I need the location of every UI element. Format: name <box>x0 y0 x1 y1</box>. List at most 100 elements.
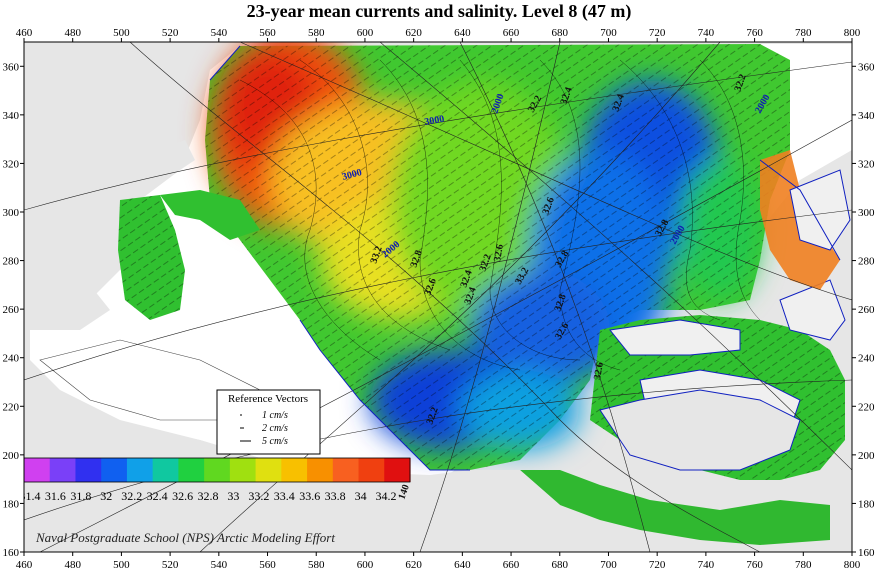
chart-title: 23-year mean currents and salinity. Leve… <box>246 1 632 21</box>
x-tick-label-bottom: 740 <box>698 559 715 571</box>
colorbar-swatch <box>255 458 282 482</box>
x-tick-label-top: 560 <box>259 27 276 39</box>
depth-label: 3000 <box>424 114 446 128</box>
x-tick-label-bottom: 580 <box>308 559 325 571</box>
x-tick-label-bottom: 600 <box>357 559 374 571</box>
x-tick-label-bottom: 480 <box>64 559 81 571</box>
colorbar-swatch <box>358 458 385 482</box>
plot-frame <box>23 41 853 553</box>
ref-vector-label-5: 5 cm/s <box>262 436 288 447</box>
x-tick-label-bottom: 620 <box>405 559 422 571</box>
legend-title: Reference Vectors <box>228 393 308 405</box>
y-tick-label-left: 240 <box>3 353 20 365</box>
colorbar-swatch <box>307 458 334 482</box>
colorbar <box>24 457 411 483</box>
y-tick-label-right: 360 <box>858 61 875 73</box>
x-tick-label-top: 580 <box>308 27 325 39</box>
x-tick-label-top: 480 <box>64 27 81 39</box>
y-tick-label-left: 320 <box>3 158 20 170</box>
colorbar-tick-label: 33.6 <box>299 489 320 503</box>
y-tick-label-right: 240 <box>858 353 875 365</box>
y-tick-label-left: 260 <box>3 304 20 316</box>
y-tick-label-left: 340 <box>3 110 20 122</box>
x-tick-label-top: 700 <box>600 27 617 39</box>
y-tick-label-right: 180 <box>858 498 875 510</box>
x-tick-label-bottom: 780 <box>795 559 812 571</box>
y-tick-label-left: 200 <box>3 450 20 462</box>
ref-vector-label-1: 1 cm/s <box>262 410 288 421</box>
contour-label: 32.6 <box>592 361 606 380</box>
colorbar-tick-label: 34.2 <box>376 489 397 503</box>
colorbar-swatch <box>101 458 128 482</box>
x-tick-label-top: 760 <box>746 27 763 39</box>
colorbar-tick-label: 32 <box>100 489 112 503</box>
x-tick-label-bottom: 560 <box>259 559 276 571</box>
y-tick-label-left: 360 <box>3 61 20 73</box>
x-tick-label-bottom: 700 <box>600 559 617 571</box>
colorbar-swatch <box>49 458 77 482</box>
colorbar-swatch <box>24 458 51 482</box>
contour-lines <box>239 59 761 371</box>
reference-vectors-legend: Reference Vectors 1 cm/s 2 cm/s 5 cm/s <box>216 389 321 455</box>
colorbar-tick-label: 32.8 <box>198 489 219 503</box>
colorbar-swatch <box>75 458 102 482</box>
y-ticks-right: 160 180 200 220 240 260 280 300 320 340 360 <box>852 61 875 559</box>
x-tick-label-top: 540 <box>211 27 228 39</box>
colorbar-frame <box>24 457 411 483</box>
y-tick-label-right: 160 <box>858 547 875 559</box>
graticule <box>24 42 852 552</box>
x-ticks-top: 460 480 500 520 540 560 580 600 620 640 660 680 700 7… <box>16 27 861 42</box>
x-tick-label-bottom: 520 <box>162 559 179 571</box>
y-ticks-left: 160 180 200 220 240 260 280 300 320 340 360 <box>3 61 24 559</box>
x-tick-label-top: 460 <box>16 27 33 39</box>
ref-vector-label-2: 2 cm/s <box>262 423 288 434</box>
x-ticks-bottom: 460 480 500 520 540 560 580 600 620 640 660 680 700 7… <box>16 552 861 571</box>
y-tick-label-right: 300 <box>858 207 875 219</box>
x-tick-label-top: 780 <box>795 27 812 39</box>
x-tick-label-top: 740 <box>698 27 715 39</box>
x-tick-label-top: 640 <box>454 27 471 39</box>
x-tick-label-top: 800 <box>844 27 861 39</box>
colorbar-tick-label: 33.2 <box>248 489 269 503</box>
depth-label: 140 <box>396 483 411 501</box>
land-masses <box>24 52 852 552</box>
y-tick-label-right: 200 <box>858 450 875 462</box>
barents-field <box>118 190 260 320</box>
colorbar-tick-label: 33.4 <box>274 489 295 503</box>
y-tick-label-right: 220 <box>858 401 875 413</box>
salinity-field <box>205 42 790 470</box>
colorbar-tick-label: 32.4 <box>147 489 168 503</box>
depth-label: 3000 <box>341 167 363 183</box>
x-tick-label-top: 660 <box>503 27 520 39</box>
x-tick-label-bottom: 660 <box>503 559 520 571</box>
credit-text: Naval Postgraduate School (NPS) Arctic M… <box>36 530 335 545</box>
y-tick-label-right: 340 <box>858 110 875 122</box>
atlantic-field <box>520 470 830 545</box>
y-tick-label-right: 260 <box>858 304 875 316</box>
y-tick-label-left: 220 <box>3 401 20 413</box>
x-tick-label-bottom: 460 <box>16 559 33 571</box>
x-tick-label-bottom: 760 <box>746 559 763 571</box>
y-tick-label-left: 160 <box>3 547 20 559</box>
x-tick-label-top: 600 <box>357 27 374 39</box>
y-tick-label-left: 280 <box>3 256 20 268</box>
colorbar-tick-label: 33.8 <box>325 489 346 503</box>
colorbar-swatch <box>384 458 411 482</box>
colorbar-tick-label: 32.2 <box>121 489 142 503</box>
y-tick-label-right: 320 <box>858 158 875 170</box>
colorbar-swatch <box>204 458 231 482</box>
x-tick-label-top: 520 <box>162 27 179 39</box>
x-tick-label-top: 680 <box>552 27 569 39</box>
colorbar-swatch <box>152 458 179 482</box>
x-tick-label-bottom: 540 <box>211 559 228 571</box>
colorbar-swatch <box>229 458 257 482</box>
colorbar-ticks: 31.4 31.6 31.8 32 32.2 32.4 32.6 32.8 33 33.2 33.4… <box>24 489 397 503</box>
x-tick-label-bottom: 720 <box>649 559 666 571</box>
x-tick-label-top: 500 <box>113 27 130 39</box>
coastline <box>209 45 841 471</box>
colorbar-swatch <box>178 458 205 482</box>
y-tick-label-left: 300 <box>3 207 20 219</box>
x-tick-label-bottom: 800 <box>844 559 861 571</box>
